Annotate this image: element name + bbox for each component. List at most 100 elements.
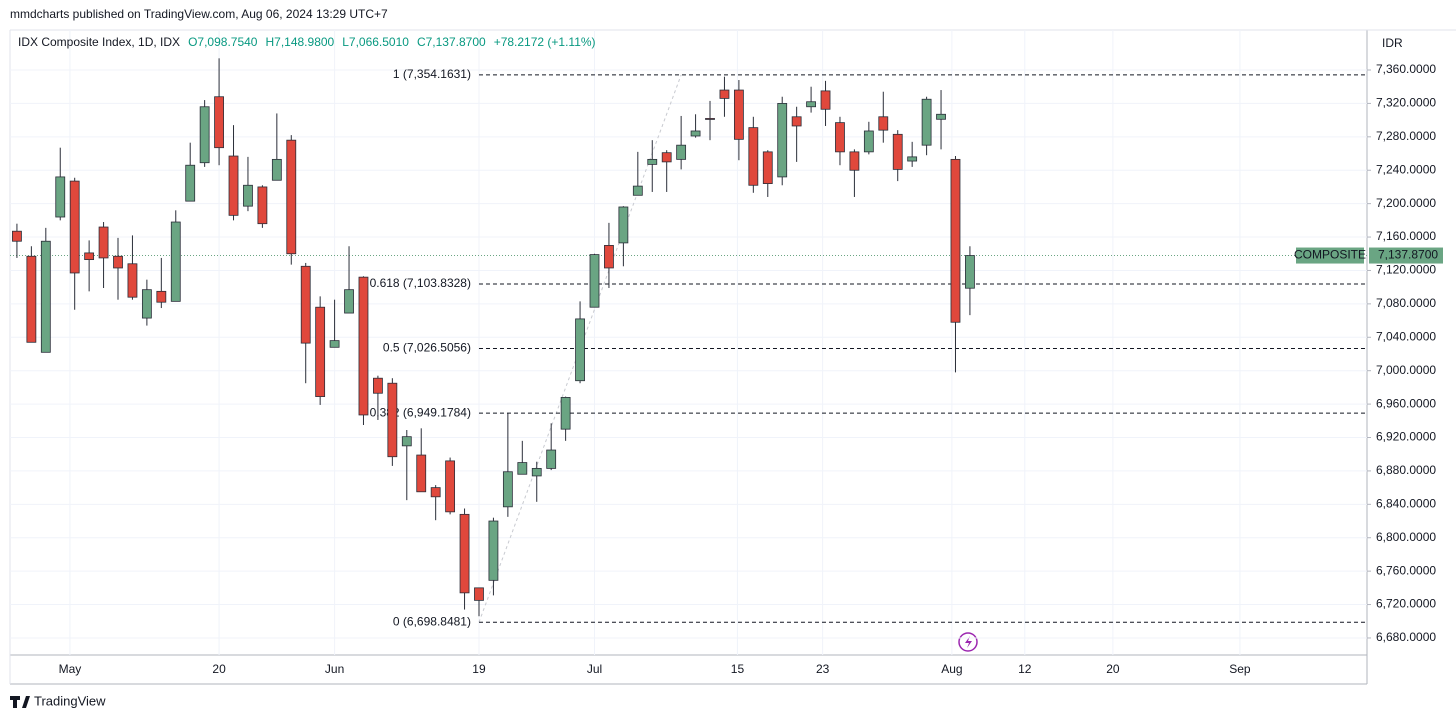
candle-body: [647, 158, 658, 165]
legend-value: +78.2172 (+1.11%): [494, 35, 596, 49]
y-tick-label: 7,080.0000: [1376, 296, 1436, 310]
footer-logo: [10, 696, 30, 708]
y-tick-label: 7,280.0000: [1376, 129, 1436, 143]
y-tick-label: 6,800.0000: [1376, 530, 1436, 544]
candle-body: [632, 185, 643, 196]
candle-body: [170, 221, 181, 302]
y-tick-label: 6,680.0000: [1376, 630, 1436, 644]
candle-body: [748, 127, 759, 186]
candle-body: [936, 113, 946, 120]
candle-body: [271, 158, 282, 181]
symbol-tag: [1296, 247, 1364, 264]
candle-body: [878, 116, 889, 131]
candle-body: [575, 318, 585, 382]
candle-body: [40, 240, 51, 353]
candle-body: [690, 130, 701, 137]
candle-body: [921, 98, 932, 146]
x-tick-label: 19: [472, 662, 486, 676]
candle-body: [546, 449, 557, 469]
candle-body: [286, 139, 297, 255]
x-tick-label: 23: [816, 662, 830, 676]
candle-body: [358, 276, 369, 416]
candle-body: [156, 290, 167, 303]
y-tick-label: 7,320.0000: [1376, 96, 1436, 110]
candle-body: [733, 89, 744, 140]
candle-body: [835, 122, 845, 153]
candle-body: [387, 382, 398, 458]
candle-body: [300, 265, 311, 344]
candle-body: [445, 460, 456, 513]
fib-trend: [478, 74, 682, 623]
candle-body: [604, 245, 614, 269]
candle-body: [806, 101, 816, 108]
y-tick-label: 6,920.0000: [1376, 430, 1436, 444]
candle-body: [950, 158, 961, 323]
x-tick-label: 20: [1106, 662, 1120, 676]
y-tick-label: 6,880.0000: [1376, 463, 1436, 477]
candle-body: [762, 151, 773, 184]
candle-body: [214, 96, 224, 149]
legend-value: O7,098.7540: [188, 35, 258, 49]
footer-brand: TradingView: [34, 693, 106, 708]
y-tick-label: 7,240.0000: [1376, 162, 1436, 176]
grid: [10, 30, 1367, 655]
candle-body: [676, 144, 687, 160]
candle-body: [141, 289, 152, 319]
candle-body: [459, 513, 470, 594]
candle-body: [228, 155, 239, 216]
candle-body: [12, 230, 22, 242]
symbol-label: COMPOSITE: [1294, 248, 1366, 262]
candle-body: [344, 289, 354, 314]
candle-body: [892, 133, 903, 170]
candle-body: [863, 130, 874, 153]
x-tick-label: Aug: [941, 662, 962, 676]
candle-body: [373, 377, 383, 394]
candle-body: [26, 255, 37, 343]
last-price-tag: [1369, 247, 1443, 264]
candle-body: [589, 254, 600, 308]
publisher: mmdcharts published on TradingView.com, …: [10, 7, 388, 21]
fib-label: 1 (7,354.1631): [393, 67, 471, 81]
y-tick-label: 7,120.0000: [1376, 263, 1436, 277]
candle-body: [531, 468, 542, 477]
y-tick-label: 6,760.0000: [1376, 563, 1436, 577]
legend-value: H7,148.9800: [265, 35, 334, 49]
candle-body: [661, 152, 672, 163]
y-tick-label: 7,360.0000: [1376, 62, 1436, 76]
x-tick-label: May: [59, 662, 82, 676]
x-tick-label: Sep: [1229, 662, 1251, 676]
y-tick-label: 7,000.0000: [1376, 363, 1436, 377]
y-tick-label: 6,720.0000: [1376, 597, 1436, 611]
candle-body: [965, 255, 975, 289]
candle-body: [127, 263, 138, 298]
x-tick-label: Jul: [587, 662, 602, 676]
y-tick-label: 6,960.0000: [1376, 396, 1436, 410]
candle-body: [416, 454, 427, 493]
last-price-label: 7,137.8700: [1378, 248, 1438, 262]
event-icon-bolt: [965, 636, 972, 648]
y-tick-label: 7,160.0000: [1376, 229, 1436, 243]
legend-value: L7,066.5010: [342, 35, 409, 49]
y-tick-label: 7,040.0000: [1376, 329, 1436, 343]
x-tick-label: 20: [212, 662, 226, 676]
candle-body: [502, 471, 513, 508]
y-tick-label: 6,840.0000: [1376, 496, 1436, 510]
candle-body: [618, 206, 629, 244]
candle-body: [705, 118, 715, 120]
candle-body: [849, 151, 860, 171]
candle-body: [243, 184, 253, 207]
candle-body: [315, 306, 326, 397]
candle-body: [820, 90, 831, 110]
legend-title: IDX Composite Index, 1D, IDX: [18, 35, 180, 49]
legend: IDX Composite Index, 1D, IDX O7,098.7540 H…: [18, 35, 596, 49]
candle-body: [69, 180, 80, 274]
candle-body: [488, 520, 499, 581]
candle-body: [55, 176, 66, 218]
candle-body: [517, 462, 528, 475]
x-tick-label: 15: [731, 662, 745, 676]
event-icon[interactable]: [958, 632, 978, 652]
candle-body: [199, 106, 210, 164]
currency: IDR: [1382, 36, 1403, 50]
fib-label: 0.382 (6,949.1784): [370, 405, 471, 419]
